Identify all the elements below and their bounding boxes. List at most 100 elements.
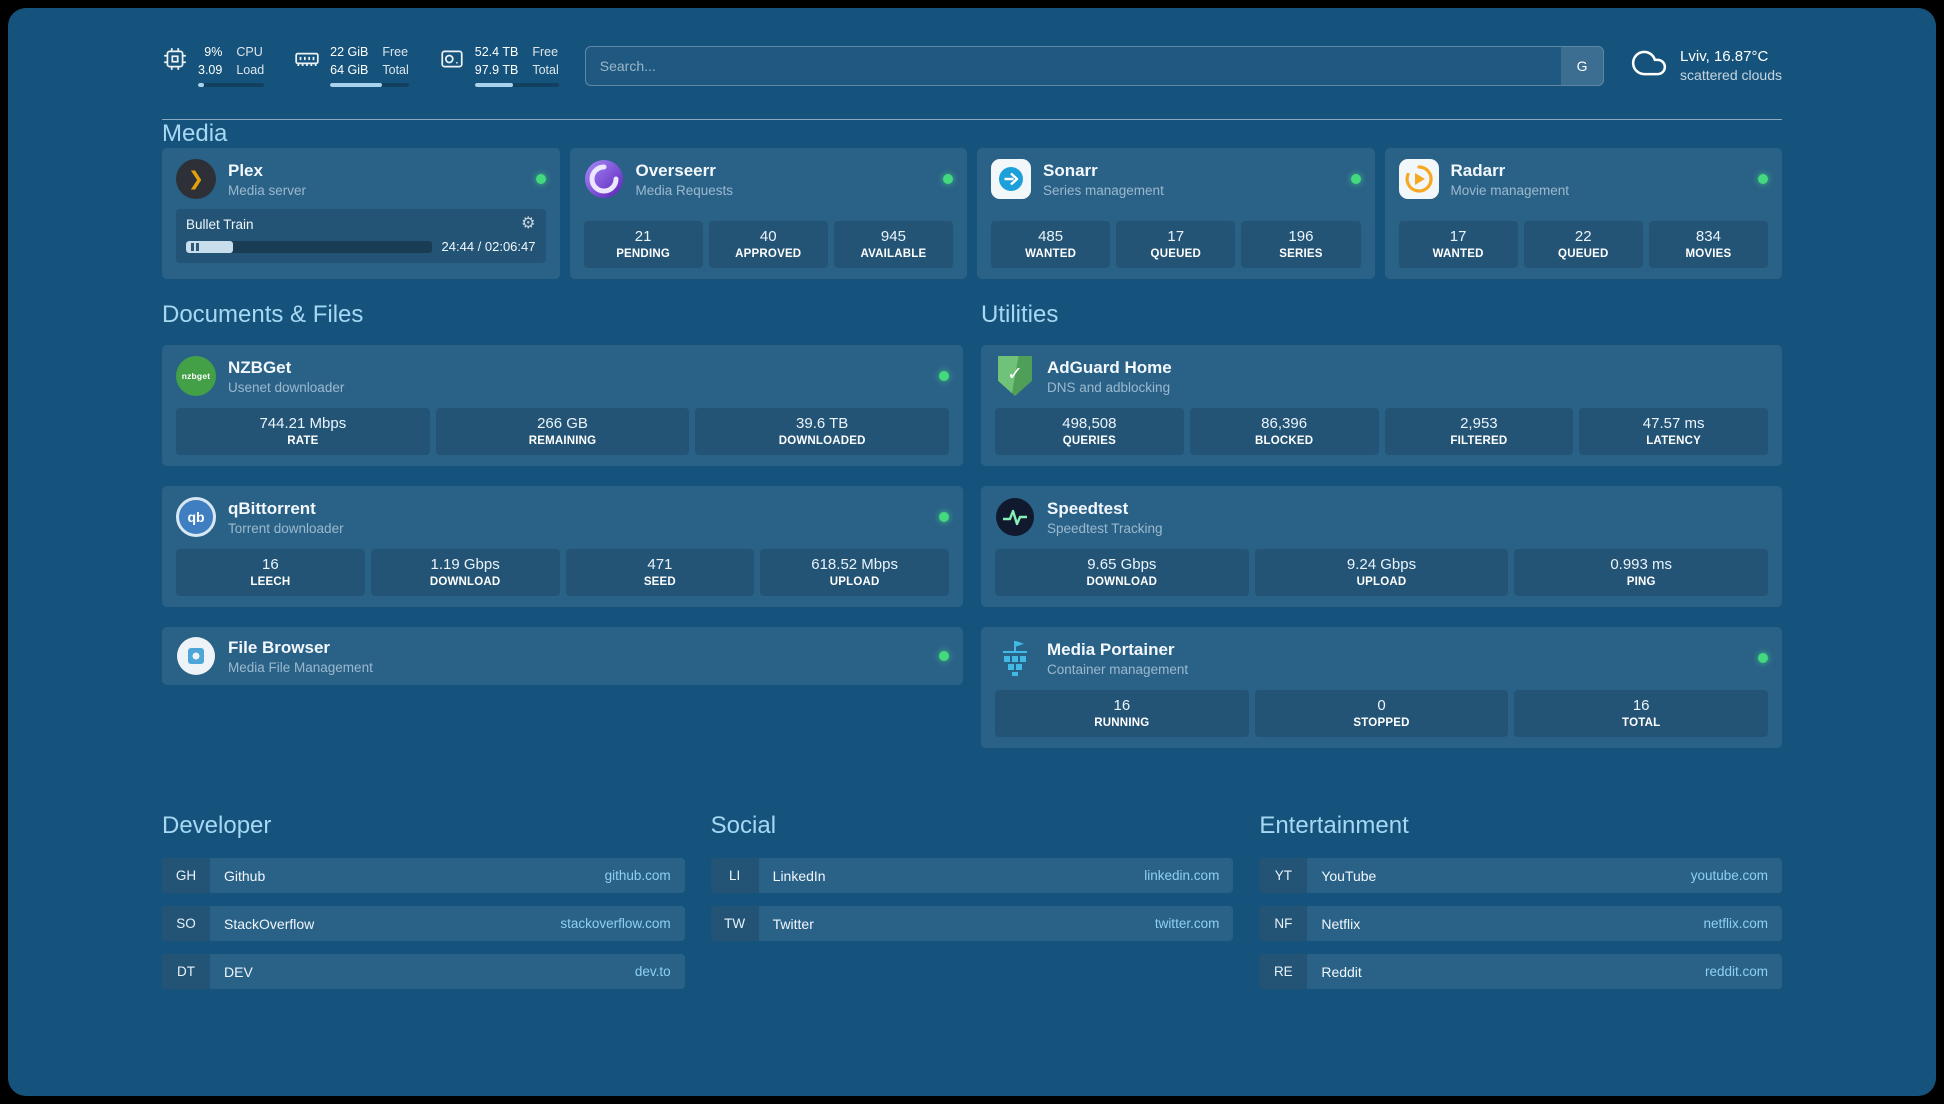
bookmark-name: DEV	[224, 963, 253, 980]
sonarr-icon	[991, 159, 1031, 199]
disk-free: 52.4 TB	[474, 45, 519, 60]
cpu-icon	[162, 44, 188, 77]
service-desc: Speedtest Tracking	[1047, 520, 1163, 536]
service-card-overseerr[interactable]: Overseerr Media Requests 21 PENDING 40 APP…	[569, 148, 967, 279]
service-card-filebrowser[interactable]: File Browser Media File Management	[162, 627, 963, 685]
status-dot	[535, 174, 546, 184]
plex-icon: ❯	[176, 159, 216, 199]
memory-icon	[294, 44, 320, 77]
stat-rate: 744.21 Mbps RATE	[176, 408, 430, 455]
playback-time: 24:44 / 02:06:47	[441, 239, 536, 254]
service-card-speedtest[interactable]: Speedtest Speedtest Tracking 9.65 Gbps DO…	[981, 486, 1782, 607]
bookmark-group-developer: Developer GH Github github.com SO StackO…	[162, 812, 685, 1002]
stat-series: 196 SERIES	[1241, 221, 1361, 268]
cpu-percent: 9%	[204, 45, 223, 60]
service-card-nzbget[interactable]: nzbget NZBGet Usenet downloader 744.21 M…	[162, 345, 963, 466]
bookmark-github[interactable]: GH Github github.com	[162, 858, 685, 893]
filebrowser-icon	[176, 636, 216, 676]
qbittorrent-icon: qb	[176, 497, 216, 537]
stat-available: 945 AVAILABLE	[833, 221, 954, 268]
service-card-plex[interactable]: ❯ Plex Media server Bullet Train ⚙	[162, 148, 560, 279]
stat-queries: 498,508 QUERIES	[995, 408, 1184, 455]
stat-download: 1.19 Gbps DOWNLOAD	[370, 549, 560, 596]
service-name: File Browser	[228, 637, 331, 657]
plex-now-playing-widget: Bullet Train ⚙ 24:44 / 02:06:47	[176, 209, 546, 263]
search-provider-button[interactable]: G	[1561, 46, 1604, 85]
bookmark-linkedin[interactable]: LI LinkedIn linkedin.com	[710, 858, 1234, 893]
bookmark-name: Reddit	[1321, 963, 1362, 980]
bookmark-reddit[interactable]: RE Reddit reddit.com	[1259, 954, 1782, 989]
disk-icon	[439, 44, 465, 77]
bookmark-group-social: Social LI LinkedIn linkedin.com TW Twitt…	[710, 812, 1234, 1002]
service-card-radarr[interactable]: Radarr Movie management 17 WANTED 22 QUEUE…	[1384, 148, 1782, 279]
search-bar: G	[584, 45, 1605, 86]
stat-running: 16 RUNNING	[995, 690, 1249, 737]
bookmark-stackoverflow[interactable]: SO StackOverflow stackoverflow.com	[162, 906, 685, 941]
speedtest-icon	[995, 497, 1035, 537]
now-playing-title: Bullet Train	[186, 216, 254, 232]
documents-column: Documents & Files nzbget NZBGet Usenet d…	[162, 301, 963, 685]
stat-total: 16 TOTAL	[1514, 690, 1769, 737]
service-card-qbittorrent[interactable]: qb qBittorrent Torrent downloader 16 LEEC…	[162, 486, 963, 607]
section-title-entertainment: Entertainment	[1259, 812, 1409, 839]
weather-widget[interactable]: Lviv, 16.87°C scattered clouds	[1630, 44, 1782, 87]
cpu-load-label: Load	[236, 63, 265, 77]
bookmark-abbr: YT	[1259, 858, 1308, 893]
search-input[interactable]	[585, 57, 1562, 74]
bookmark-url: stackoverflow.com	[560, 916, 671, 931]
bookmark-abbr: RE	[1259, 954, 1308, 989]
bookmarks: Developer GH Github github.com SO StackO…	[162, 812, 1782, 1002]
bookmark-url: netflix.com	[1703, 916, 1768, 931]
bookmark-name: YouTube	[1321, 867, 1377, 884]
bookmark-youtube[interactable]: YT YouTube youtube.com	[1259, 858, 1782, 893]
memory-total: 64 GiB	[330, 63, 369, 77]
bookmark-abbr: DT	[162, 954, 210, 989]
stat-seed: 471 SEED	[565, 549, 755, 596]
stat-ping: 0.993 ms PING	[1514, 549, 1769, 596]
topbar: 9% CPU 3.09 Load	[162, 44, 1782, 87]
stat-stopped: 0 STOPPED	[1254, 690, 1509, 737]
service-card-sonarr[interactable]: Sonarr Series management 485 WANTED 17 QUE…	[977, 148, 1375, 279]
service-desc: Movie management	[1450, 182, 1570, 198]
stat-upload: 9.24 Gbps UPLOAD	[1254, 549, 1509, 596]
bookmark-name: LinkedIn	[772, 867, 826, 884]
section-title-utilities: Utilities	[981, 301, 1059, 328]
service-name: Plex	[228, 160, 263, 180]
bookmark-netflix[interactable]: NF Netflix netflix.com	[1259, 906, 1782, 941]
bookmark-name: Netflix	[1321, 915, 1361, 932]
pause-icon[interactable]	[191, 242, 199, 251]
service-name: Radarr	[1450, 160, 1506, 180]
stat-wanted: 485 WANTED	[991, 221, 1111, 268]
service-desc: Torrent downloader	[228, 520, 344, 536]
memory-free: 22 GiB	[330, 45, 369, 60]
service-desc: Media File Management	[228, 659, 373, 675]
bookmark-dev[interactable]: DT DEV dev.to	[162, 954, 685, 989]
service-name: Sonarr	[1043, 160, 1098, 180]
bookmark-name: Twitter	[772, 915, 814, 932]
utilities-column: Utilities ✓ AdGuard Home DNS and adblock…	[981, 301, 1782, 748]
service-card-portainer[interactable]: Media Portainer Container management 16 R…	[981, 627, 1782, 748]
stat-downloaded: 39.6 TB DOWNLOADED	[695, 408, 950, 455]
section-title-developer: Developer	[162, 812, 272, 839]
content: 9% CPU 3.09 Load	[162, 8, 1782, 1002]
stat-wanted: 17 WANTED	[1398, 221, 1518, 268]
service-card-adguard[interactable]: ✓ AdGuard Home DNS and adblocking 498,50…	[981, 345, 1782, 466]
stat-filtered: 2,953 FILTERED	[1384, 408, 1574, 455]
adguard-icon: ✓	[995, 356, 1035, 396]
service-name: Media Portainer	[1047, 639, 1175, 659]
stat-upload: 618.52 Mbps UPLOAD	[760, 549, 949, 596]
status-dot	[943, 174, 953, 184]
stat-approved: 40 APPROVED	[708, 221, 828, 268]
radarr-icon	[1398, 159, 1439, 199]
cpu-usage-bar	[198, 82, 265, 87]
playback-progress-bar[interactable]	[186, 240, 432, 253]
gear-icon[interactable]: ⚙	[521, 215, 536, 232]
bookmark-abbr: LI	[710, 858, 759, 893]
memory-widget: 22 GiB Free 64 GiB Total	[294, 44, 409, 87]
bookmark-twitter[interactable]: TW Twitter twitter.com	[710, 906, 1234, 941]
stat-queued: 17 QUEUED	[1116, 221, 1236, 268]
bookmark-abbr: SO	[162, 906, 210, 941]
stat-leech: 16 LEECH	[176, 549, 365, 596]
cpu-widget: 9% CPU 3.09 Load	[162, 44, 265, 87]
stat-remaining: 266 GB REMAINING	[435, 408, 690, 455]
